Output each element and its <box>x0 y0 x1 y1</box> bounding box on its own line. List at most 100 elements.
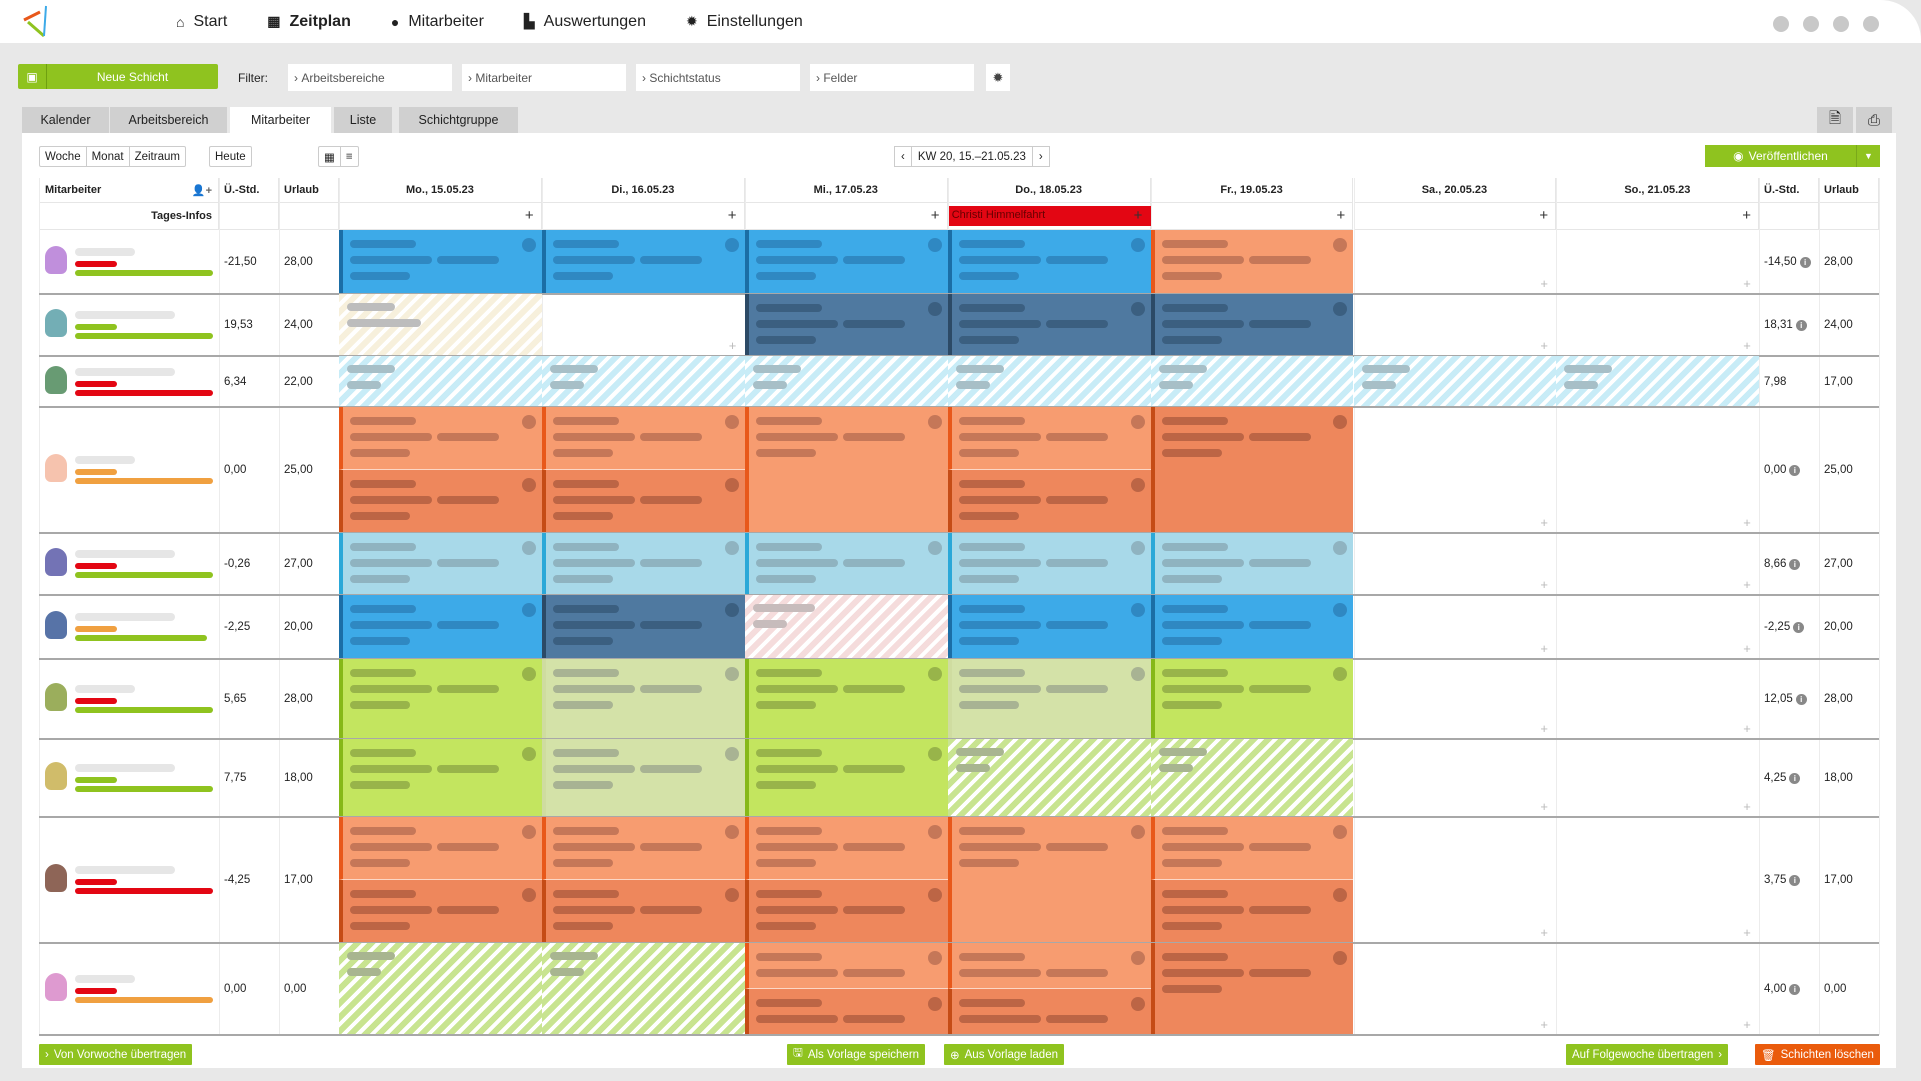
employee-avatar[interactable] <box>45 762 67 790</box>
load-template-button[interactable]: ⊕ Aus Vorlage laden <box>944 1044 1064 1065</box>
window-dot[interactable] <box>1833 16 1849 32</box>
shift-block[interactable] <box>744 943 948 989</box>
shift-block[interactable] <box>541 659 745 739</box>
info-icon[interactable]: i <box>1793 621 1805 633</box>
add-shift-icon[interactable]: + <box>1540 1017 1548 1032</box>
mode-woche[interactable]: Woche <box>40 147 87 166</box>
employee-avatar[interactable] <box>45 454 67 482</box>
shift-block[interactable] <box>339 817 542 880</box>
add-shift-icon[interactable]: + <box>1540 925 1548 940</box>
shift-block[interactable] <box>1150 230 1354 294</box>
employee-avatar[interactable] <box>45 683 67 711</box>
filter-settings-gear-icon[interactable]: ✹ <box>986 64 1010 91</box>
add-day-info-icon[interactable]: + <box>930 207 940 224</box>
shift-block[interactable] <box>947 470 1151 533</box>
shift-block[interactable] <box>541 470 745 533</box>
copy-to-next-week-button[interactable]: Auf Folgewoche übertragen › <box>1566 1044 1729 1065</box>
shift-block[interactable] <box>339 595 542 659</box>
copy-from-previous-week-button[interactable]: › Von Vorwoche übertragen <box>39 1044 193 1065</box>
add-shift-icon[interactable]: + <box>728 338 737 353</box>
shift-block[interactable] <box>947 407 1151 470</box>
shift-block[interactable] <box>541 356 745 407</box>
tab-mitarbeiter[interactable]: Mitarbeiter <box>230 107 331 133</box>
nav-zeitplan[interactable]: ▦ Zeitplan <box>267 13 351 31</box>
add-day-info-icon[interactable]: + <box>524 207 534 224</box>
list-view-icon[interactable]: ≡ <box>345 150 353 163</box>
grid-view-icon[interactable]: ▦ <box>319 147 341 166</box>
shift-block[interactable] <box>1150 533 1354 595</box>
publish-dropdown-caret-icon[interactable]: ▼ <box>1856 145 1880 167</box>
filter-mitarbeiter[interactable]: › Mitarbeiter <box>462 64 626 91</box>
shift-block[interactable] <box>541 943 745 1035</box>
info-icon[interactable]: i <box>1799 256 1811 268</box>
save-template-button[interactable]: 🖫 Als Vorlage speichern <box>787 1044 926 1065</box>
today-button[interactable]: Heute <box>209 146 252 167</box>
delete-shifts-button[interactable]: 🗑 Schichten löschen <box>1755 1044 1880 1065</box>
window-dot[interactable] <box>1863 16 1879 32</box>
nav-einstellungen[interactable]: ✹ Einstellungen <box>686 13 803 31</box>
shift-block[interactable] <box>947 294 1151 356</box>
shift-block[interactable] <box>339 880 542 943</box>
employee-avatar[interactable] <box>45 611 67 639</box>
add-shift-icon[interactable]: + <box>1540 721 1548 736</box>
tab-kalender[interactable]: Kalender <box>22 107 109 133</box>
next-week-chevron-icon[interactable]: › <box>1038 150 1043 163</box>
shift-block[interactable] <box>339 356 542 407</box>
prev-week-chevron-icon[interactable]: ‹ <box>895 147 912 166</box>
shift-block[interactable] <box>744 533 948 595</box>
add-shift-icon[interactable]: + <box>1540 338 1548 353</box>
shift-block[interactable] <box>1353 356 1557 407</box>
shift-block[interactable] <box>541 817 745 880</box>
filter-arbeitsbereiche[interactable]: › Arbeitsbereiche <box>288 64 452 91</box>
new-shift-button[interactable]: ▣ Neue Schicht <box>18 64 218 89</box>
info-icon[interactable]: i <box>1795 319 1807 331</box>
add-shift-icon[interactable]: + <box>1540 276 1548 291</box>
shift-block[interactable] <box>541 595 745 659</box>
add-user-icon[interactable]: 👤+ <box>191 184 212 197</box>
shift-block[interactable] <box>339 659 542 739</box>
shift-block[interactable] <box>744 407 948 533</box>
shift-block[interactable] <box>947 817 1151 943</box>
shift-block[interactable] <box>339 470 542 533</box>
shift-block[interactable] <box>947 989 1151 1035</box>
add-shift-icon[interactable]: + <box>1540 641 1548 656</box>
shift-block[interactable] <box>947 533 1151 595</box>
shift-block[interactable] <box>1150 407 1354 533</box>
employee-avatar[interactable] <box>45 246 67 274</box>
publish-button[interactable]: ◉ Veröffentlichen ▼ <box>1705 145 1880 167</box>
shift-block[interactable] <box>339 533 542 595</box>
shift-block[interactable] <box>339 739 542 817</box>
info-icon[interactable]: i <box>1789 558 1801 570</box>
print-icon[interactable]: ⎙ <box>1856 107 1892 133</box>
shift-block[interactable] <box>947 659 1151 739</box>
tab-schichtgruppe[interactable]: Schichtgruppe <box>399 107 518 133</box>
add-shift-icon[interactable]: + <box>1743 515 1751 530</box>
shift-block[interactable] <box>1150 943 1354 1035</box>
window-dot[interactable] <box>1773 16 1789 32</box>
add-shift-icon[interactable]: + <box>1743 721 1751 736</box>
add-shift-icon[interactable]: + <box>1743 577 1751 592</box>
employee-avatar[interactable] <box>45 365 67 394</box>
add-shift-icon[interactable]: + <box>1743 925 1751 940</box>
shift-block[interactable] <box>947 739 1151 817</box>
add-day-info-icon[interactable]: + <box>1539 207 1549 224</box>
info-icon[interactable]: i <box>1789 772 1801 784</box>
filter-felder[interactable]: › Felder <box>810 64 974 91</box>
tab-liste[interactable]: Liste <box>334 107 392 133</box>
nav-start[interactable]: ⌂ Start <box>176 13 227 31</box>
shift-block[interactable] <box>339 294 542 356</box>
add-shift-icon[interactable]: + <box>1540 799 1548 814</box>
add-shift-icon[interactable]: + <box>1743 641 1751 656</box>
app-logo[interactable] <box>20 4 56 40</box>
shift-block[interactable] <box>744 659 948 739</box>
shift-block[interactable] <box>1150 294 1354 356</box>
shift-block[interactable] <box>744 294 948 356</box>
add-shift-icon[interactable]: + <box>1743 799 1751 814</box>
shift-block[interactable] <box>541 533 745 595</box>
filter-schichtstatus[interactable]: › Schichtstatus <box>636 64 800 91</box>
add-shift-icon[interactable]: + <box>1743 338 1751 353</box>
shift-block[interactable] <box>1150 880 1354 943</box>
shift-block[interactable] <box>541 230 745 294</box>
add-day-info-icon[interactable]: + <box>727 207 737 224</box>
nav-auswertungen[interactable]: ▙ Auswertungen <box>524 13 646 31</box>
